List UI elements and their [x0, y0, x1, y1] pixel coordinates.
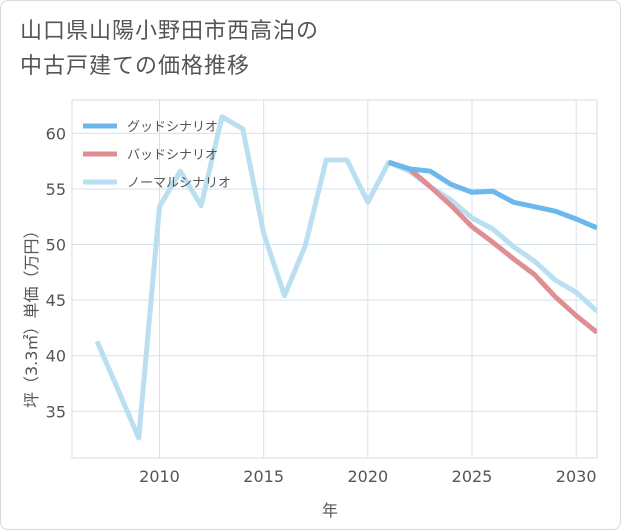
- y-tick-label: 35: [46, 402, 66, 421]
- chart-title: 山口県山陽小野田市西高泊の 中古戸建ての価格推移: [20, 14, 580, 84]
- normal-scenario-legend-label: ノーマルシナリオ: [127, 176, 231, 191]
- x-tick-label: 2010: [139, 467, 180, 486]
- bad-scenario-line: [387, 159, 597, 335]
- plot-area-border: [71, 99, 598, 459]
- x-tick-label: 2025: [452, 467, 493, 486]
- y-tick-label: 55: [46, 180, 66, 199]
- x-tick-label: 2015: [243, 467, 284, 486]
- x-tick-label: 2020: [347, 467, 388, 486]
- chart-title-line-1: 山口県山陽小野田市西高泊の: [20, 19, 320, 44]
- y-tick-label: 45: [46, 291, 66, 310]
- y-tick-label: 60: [46, 124, 66, 143]
- normal-scenario-line: [94, 114, 597, 441]
- good-scenario-line: [387, 159, 597, 231]
- y-tick-label: 40: [46, 347, 66, 366]
- x-axis-title: 年: [322, 501, 339, 520]
- y-axis-title: 坪（3.3㎡）単価（万円）: [22, 222, 41, 408]
- good-scenario-legend-label: グッドシナリオ: [127, 120, 218, 135]
- y-tick-label: 50: [46, 236, 66, 255]
- bad-scenario-legend-label: バッドシナリオ: [127, 148, 218, 163]
- chart-title-line-2: 中古戸建ての価格推移: [20, 54, 251, 79]
- x-tick-label: 2030: [556, 467, 597, 486]
